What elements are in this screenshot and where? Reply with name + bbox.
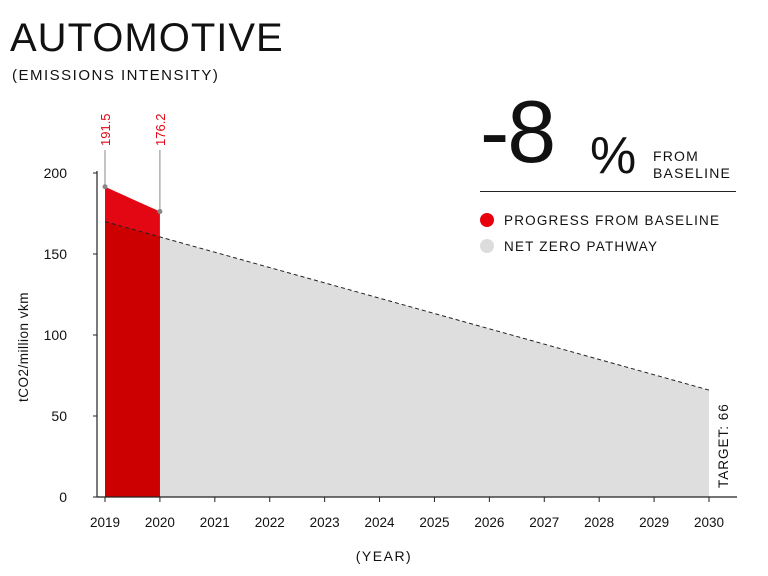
data-label-2019: 191.5 [98,113,113,146]
legend-dot-progress [480,213,494,227]
legend-label-pathway: NET ZERO PATHWAY [504,238,659,254]
x-tick-label: 2025 [419,515,449,530]
legend-item-pathway: NET ZERO PATHWAY [480,233,720,259]
chart-title: AUTOMOTIVE [10,16,284,60]
legend: PROGRESS FROM BASELINE NET ZERO PATHWAY [480,207,720,259]
pathway-area [105,221,709,497]
data-label-2020: 176.2 [153,113,168,146]
stat-value: -8 [480,82,556,181]
x-tick-label: 2027 [529,515,559,530]
legend-item-progress: PROGRESS FROM BASELINE [480,207,720,233]
annotation-marker [102,184,108,190]
x-tick-label: 2024 [365,515,396,530]
x-tick-label: 2023 [310,515,340,530]
stat-divider [480,191,736,192]
x-tick-label: 2022 [255,515,285,530]
x-tick-label: 2019 [90,515,120,530]
y-tick-label: 200 [44,165,68,181]
legend-label-progress: PROGRESS FROM BASELINE [504,212,721,228]
x-tick-label: 2021 [200,515,230,530]
chart-subtitle: (EMISSIONS INTENSITY) [12,67,220,84]
legend-dot-pathway [480,239,494,253]
stat-label-line1: FROM [653,148,700,164]
x-tick-label: 2030 [694,515,724,530]
x-tick-label: 2029 [639,515,669,530]
y-tick-label: 100 [44,327,68,343]
x-axis-label: (YEAR) [355,548,413,564]
y-tick-label: 0 [59,489,67,505]
x-tick-label: 2026 [474,515,504,530]
target-label: TARGET: 66 [716,403,731,488]
x-tick-label: 2028 [584,515,614,530]
y-axis-label: tCO2/million vkm [16,292,31,402]
stat-label-line2: BASELINE [653,165,732,181]
stat-block: -8 % FROM BASELINE [480,88,740,188]
stat-label: FROM BASELINE [653,148,743,182]
annotation-marker [157,209,163,215]
x-tick-label: 2020 [145,515,175,530]
y-tick-label: 150 [44,246,68,262]
stat-unit: % [590,127,637,185]
progress-area-below-pathway [105,221,160,497]
y-tick-label: 50 [51,408,67,424]
